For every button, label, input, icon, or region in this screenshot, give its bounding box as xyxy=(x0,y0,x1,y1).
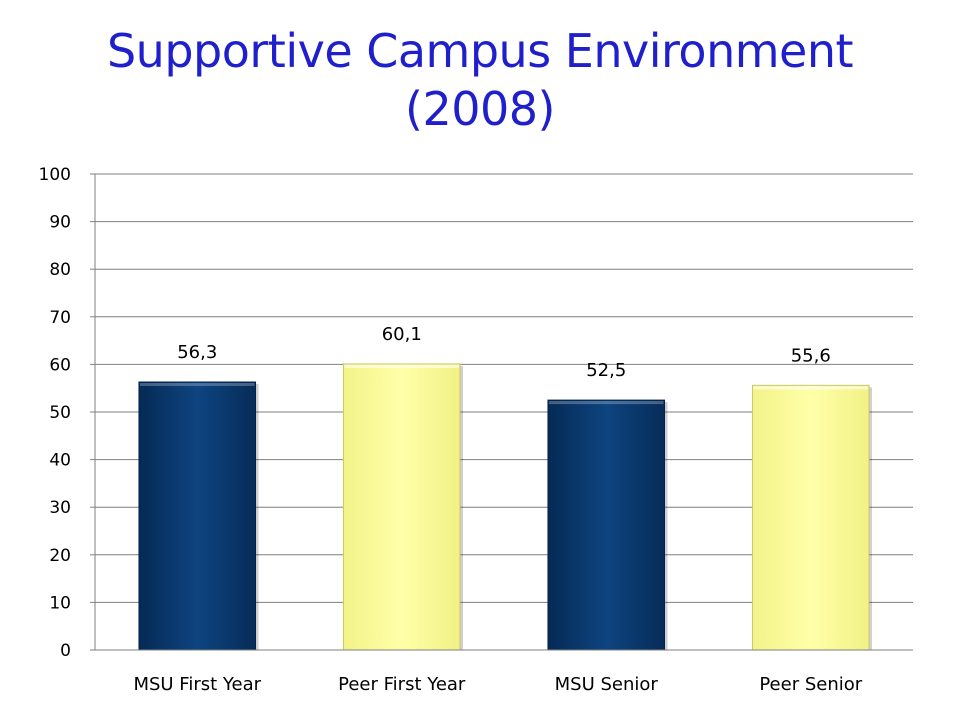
x-tick-label: MSU First Year xyxy=(133,674,261,695)
y-tick-label: 10 xyxy=(49,593,71,613)
y-tick-label: 50 xyxy=(49,403,71,423)
data-labels: 56,3 60,1 52,5 55,6 xyxy=(177,324,831,381)
y-tick-label: 70 xyxy=(49,308,71,328)
bar-highlight xyxy=(548,401,664,405)
bar xyxy=(138,381,257,651)
bar xyxy=(751,384,870,651)
y-tick-label: 20 xyxy=(49,546,71,566)
data-label: 60,1 xyxy=(382,324,422,345)
y-tick-label: 30 xyxy=(49,498,71,518)
bar-highlight xyxy=(139,383,255,387)
axes: 0 10 20 30 40 50 60 70 80 90 100 MSU First Year Peer… xyxy=(39,165,913,695)
y-tick-label: 60 xyxy=(49,355,71,375)
bar xyxy=(547,399,666,651)
chart-title-line-2: (2008) xyxy=(405,82,555,136)
x-tick-label: Peer Senior xyxy=(759,674,862,695)
x-tick-label: Peer First Year xyxy=(338,674,466,695)
x-tick-label: MSU Senior xyxy=(555,674,659,695)
bar-highlight xyxy=(344,364,460,368)
y-tick-label: 80 xyxy=(49,260,71,280)
bars xyxy=(138,363,873,651)
chart-title: Supportive Campus Environment (2008) xyxy=(0,22,960,138)
y-tick-label: 90 xyxy=(49,213,71,233)
chart-title-line-1: Supportive Campus Environment xyxy=(106,24,854,78)
y-tick-label: 0 xyxy=(60,641,71,661)
data-label: 56,3 xyxy=(177,342,217,363)
y-tick-label: 40 xyxy=(49,451,71,471)
data-label: 55,6 xyxy=(791,345,831,366)
y-tick-label: 100 xyxy=(39,165,71,185)
bar xyxy=(342,363,461,651)
data-label: 52,5 xyxy=(586,360,626,381)
bar-highlight xyxy=(753,386,869,390)
